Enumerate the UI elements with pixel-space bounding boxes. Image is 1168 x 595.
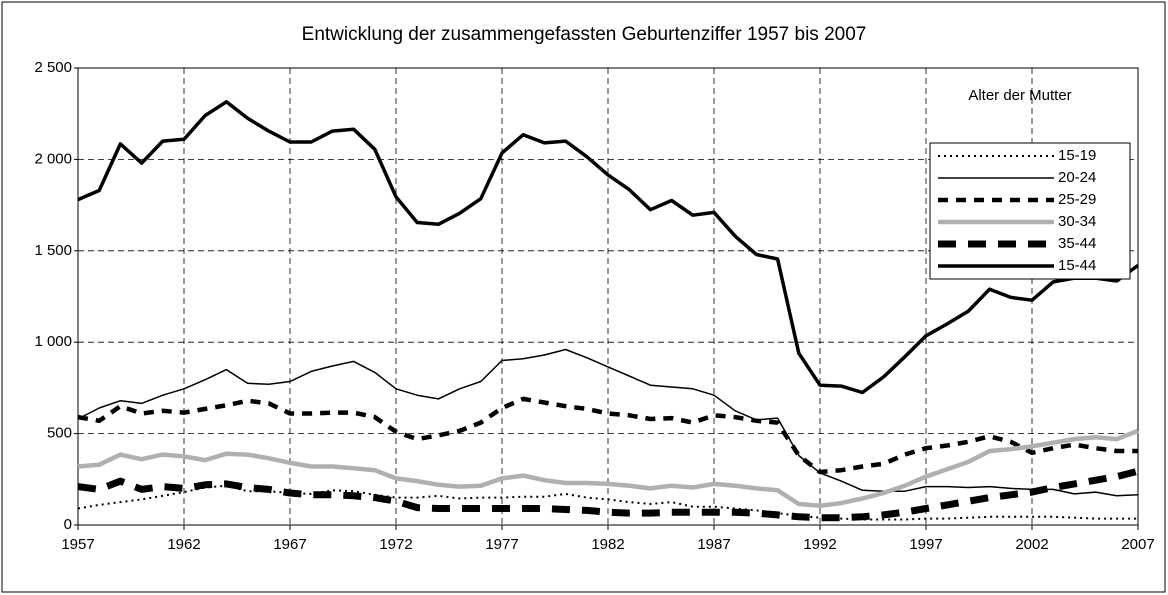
legend-title: Alter der Mutter bbox=[968, 87, 1071, 104]
y-tick-label: 1 000 bbox=[34, 333, 72, 350]
x-tick-label: 1997 bbox=[909, 536, 942, 553]
series-line bbox=[77, 100, 1140, 395]
x-tick-label: 1967 bbox=[273, 536, 306, 553]
series-line bbox=[77, 428, 1139, 509]
y-tick-label: 2 500 bbox=[34, 59, 72, 76]
x-tick-label: 1957 bbox=[61, 536, 94, 553]
series-line bbox=[77, 484, 1138, 521]
y-tick-label: 1 500 bbox=[34, 242, 72, 259]
x-tick-label: 1972 bbox=[379, 536, 412, 553]
chart-title: Entwicklung der zusammengefassten Geburt… bbox=[302, 24, 867, 45]
legend-label: 30-34 bbox=[1058, 213, 1096, 230]
series-line bbox=[77, 348, 1139, 497]
legend-label: 15-44 bbox=[1058, 257, 1096, 274]
x-tick-label: 2002 bbox=[1015, 536, 1048, 553]
x-tick-label: 2007 bbox=[1121, 536, 1154, 553]
legend-label: 20-24 bbox=[1058, 169, 1096, 186]
x-tick-label: 1962 bbox=[167, 536, 200, 553]
legend-label: 25-29 bbox=[1058, 191, 1096, 208]
y-tick-label: 2 000 bbox=[34, 150, 72, 167]
series-line bbox=[77, 467, 1139, 522]
series-line bbox=[77, 396, 1138, 475]
x-tick-label: 1982 bbox=[591, 536, 624, 553]
x-tick-label: 1987 bbox=[697, 536, 730, 553]
legend-label: 15-19 bbox=[1058, 147, 1096, 164]
x-tick-label: 1992 bbox=[803, 536, 836, 553]
x-tick-label: 1977 bbox=[485, 536, 518, 553]
legend-label: 35-44 bbox=[1058, 235, 1096, 252]
legend-box bbox=[929, 142, 1131, 280]
y-tick-label: 0 bbox=[64, 516, 72, 533]
y-tick-label: 500 bbox=[47, 425, 72, 442]
